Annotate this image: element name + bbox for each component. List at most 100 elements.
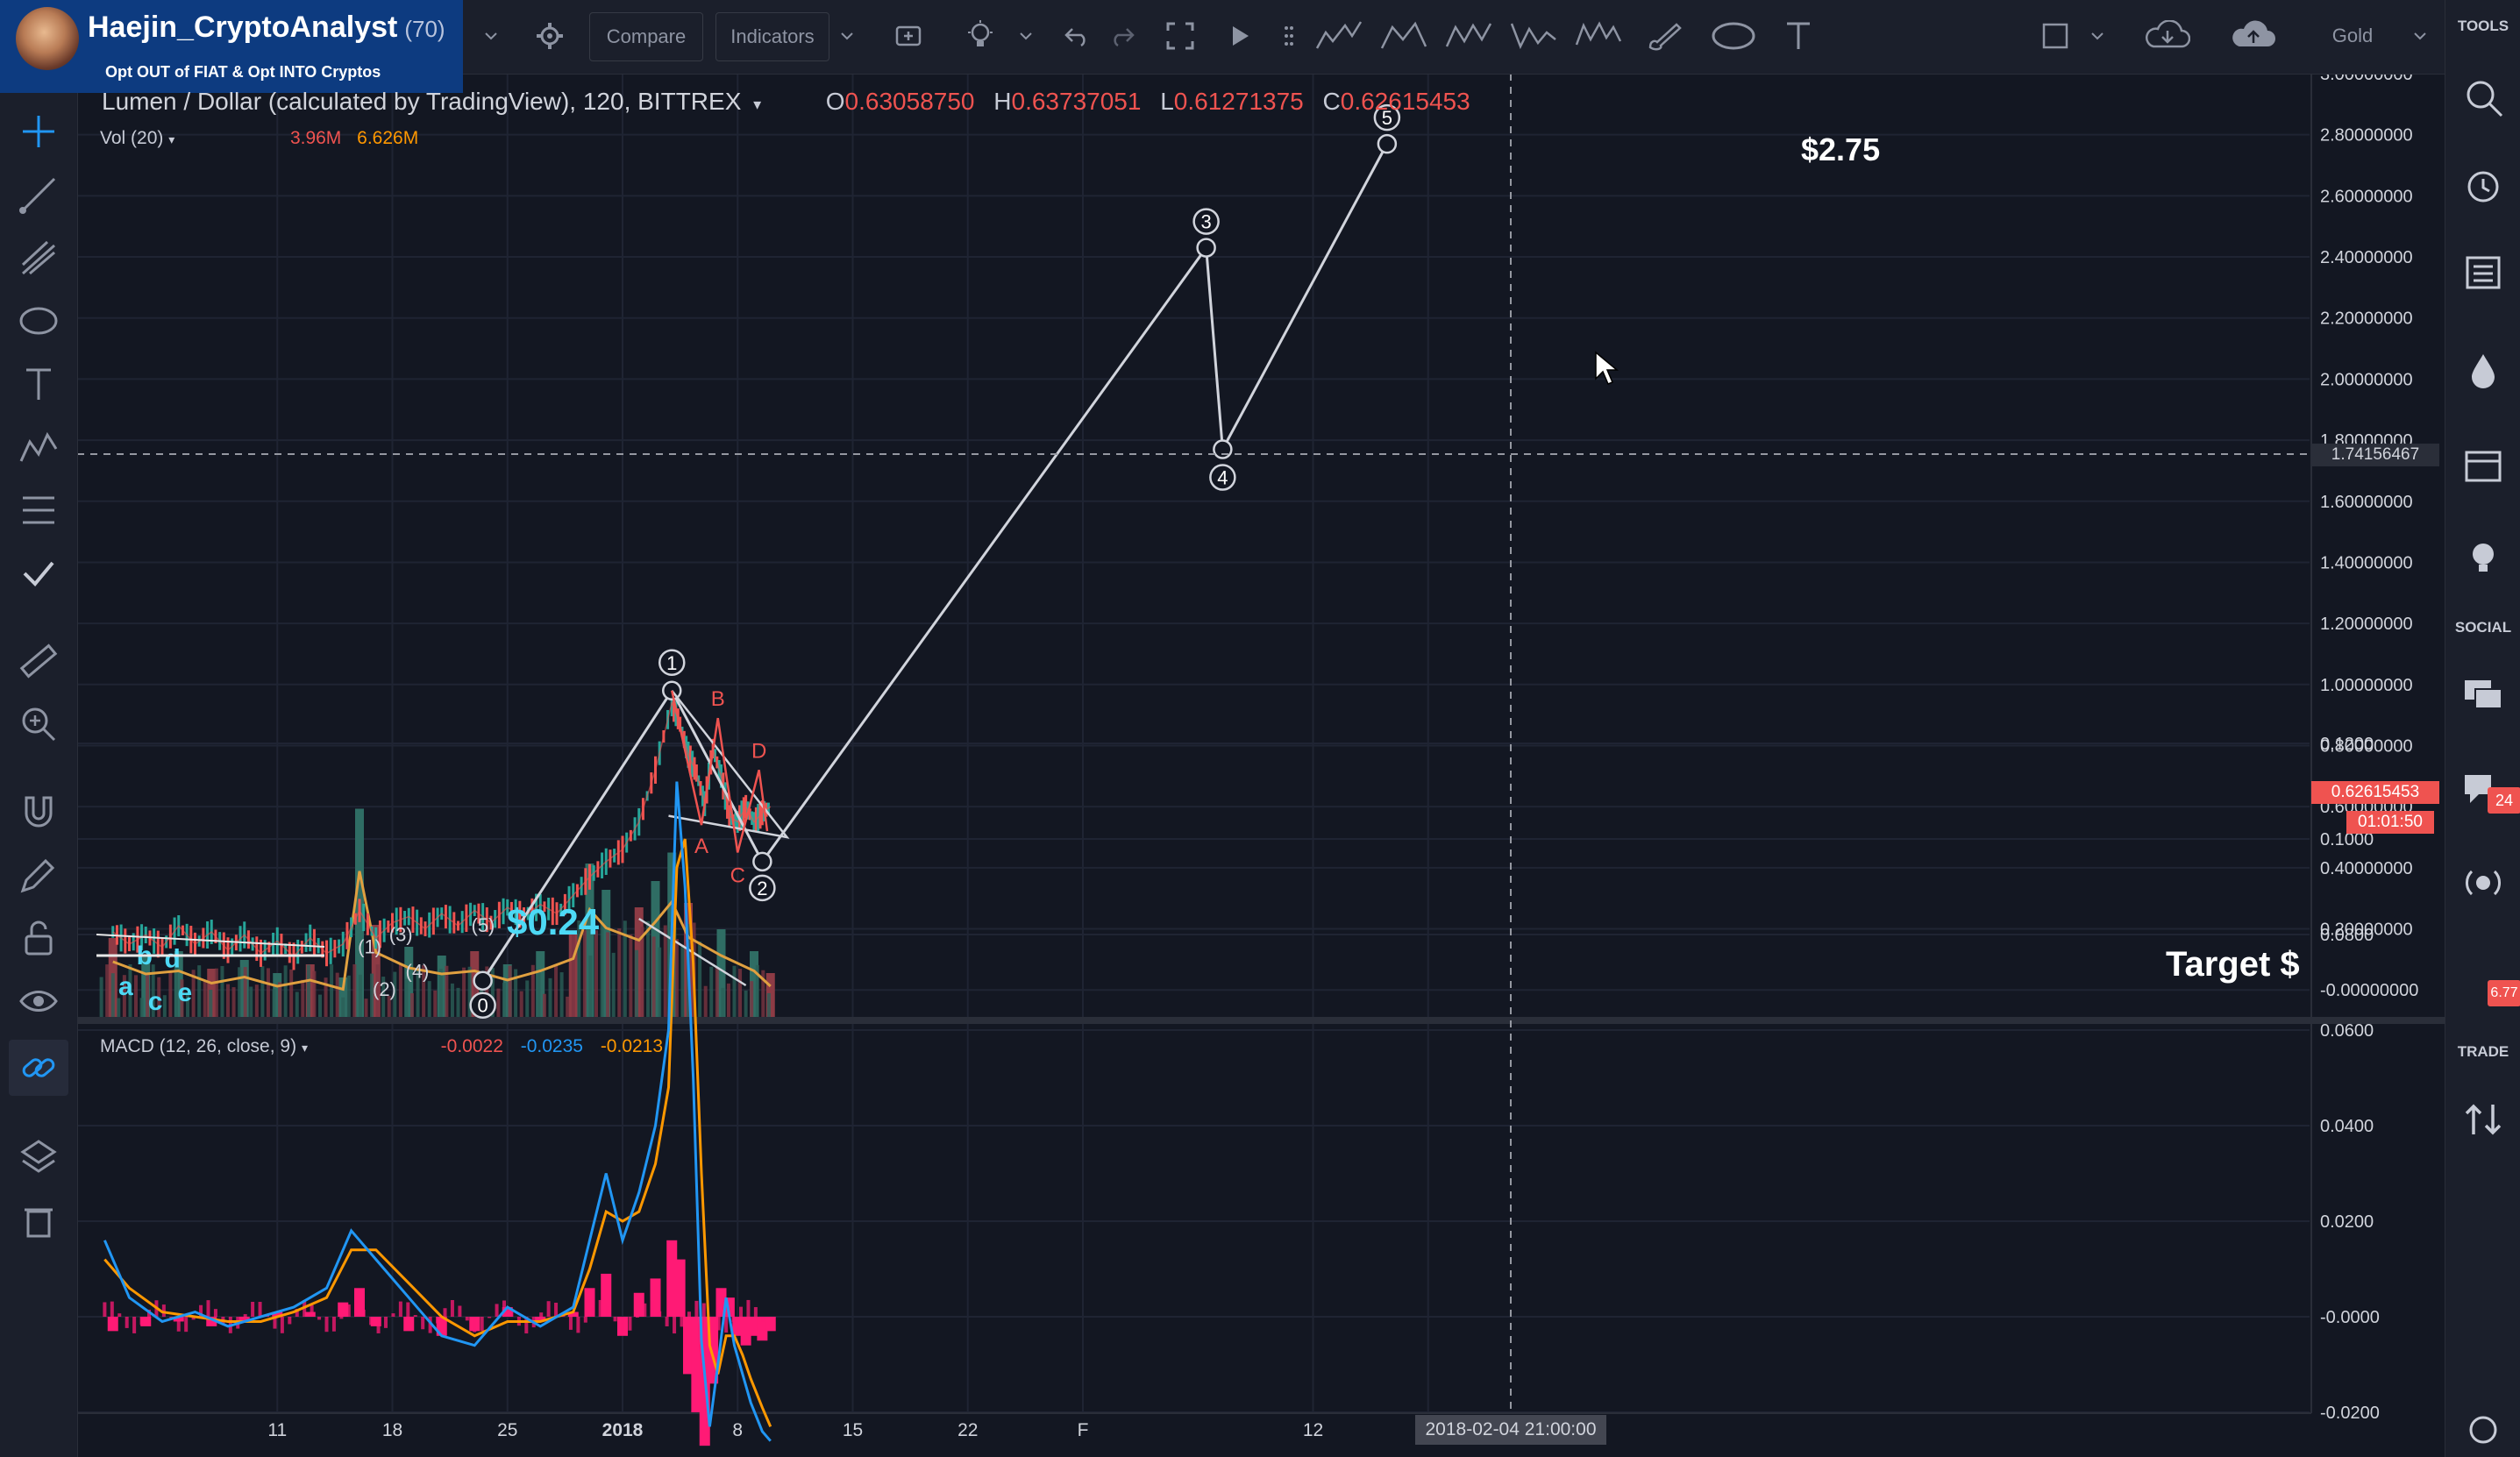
fibonacci-icon: [23, 496, 54, 524]
symbol-legend[interactable]: Lumen / Dollar (calculated by TradingVie…: [102, 88, 1470, 115]
volume-tick: [485, 966, 489, 1017]
wave-triangle-icon: [1510, 23, 1556, 50]
screener-button[interactable]: [2461, 75, 2505, 119]
idea-dropdown[interactable]: [1007, 12, 1045, 60]
measure-tool[interactable]: [18, 640, 60, 682]
compare-button[interactable]: Compare: [589, 12, 703, 61]
zoom-tool[interactable]: [18, 703, 60, 745]
chat-bubbles-icon: [2465, 680, 2502, 709]
wave-tool-12345[interactable]: [1312, 12, 1366, 60]
macd-histogram-tick: [524, 1317, 529, 1334]
alarm-clock-icon: [2467, 171, 2499, 203]
fib-tool[interactable]: [18, 489, 60, 531]
last-price-badge: 0.62615453: [2311, 781, 2439, 804]
macd-label[interactable]: MACD (12, 26, close, 9): [100, 1036, 297, 1056]
alert-button[interactable]: [886, 12, 935, 60]
undo-button[interactable]: [1054, 12, 1100, 60]
brush-tool[interactable]: [1640, 12, 1689, 60]
alerts-button[interactable]: [2461, 163, 2505, 207]
visibility-tool[interactable]: [18, 980, 60, 1022]
volume-bar-7: [338, 977, 348, 1017]
redo-button[interactable]: [1100, 12, 1145, 60]
text-tool[interactable]: [1775, 12, 1822, 60]
mouse-cursor-icon: [1595, 351, 1619, 385]
wave-tool-wxyxz[interactable]: [1571, 12, 1626, 60]
text-tool-left[interactable]: [18, 363, 60, 405]
price-tick-label: 1.40000000: [2320, 553, 2413, 572]
volume-label[interactable]: Vol (20): [100, 128, 164, 148]
volume-tick: [128, 964, 132, 1017]
calendar-button[interactable]: [2461, 444, 2505, 487]
crosshair-tool[interactable]: [18, 110, 60, 153]
trendline-tool[interactable]: [18, 174, 60, 216]
wave-point-3: [1196, 238, 1216, 258]
settings-button[interactable]: [524, 12, 575, 60]
volume-tick: [450, 983, 454, 1017]
private-chat-button[interactable]: [2461, 768, 2505, 812]
layout-dropdown[interactable]: [2080, 12, 2115, 60]
shape-tool[interactable]: [18, 300, 60, 342]
macd-histogram-tick: [746, 1299, 751, 1317]
bar-countdown-badge: 01:01:50: [2346, 811, 2434, 834]
crosshair-icon: [23, 116, 54, 147]
macd-histogram-tick: [443, 1308, 447, 1317]
trading-panel-button[interactable]: [2461, 1098, 2505, 1141]
fullscreen-button[interactable]: [1156, 12, 1205, 60]
ellipse-tool[interactable]: [1706, 12, 1761, 60]
wave-tool-triangle[interactable]: [1506, 12, 1561, 60]
object-tree-tool[interactable]: [18, 1136, 60, 1178]
volume-tick: [445, 965, 449, 1017]
volume-tick: [387, 996, 391, 1017]
chat-button[interactable]: [2461, 673, 2505, 717]
low-price-label[interactable]: $0.24: [507, 901, 600, 942]
pitchfork-tool[interactable]: [18, 237, 60, 279]
help-button[interactable]: [2461, 1408, 2505, 1452]
symbol-dropdown-button[interactable]: [472, 12, 510, 60]
macd-histogram-tick: [361, 1310, 366, 1317]
remove-drawings-tool[interactable]: [18, 1199, 60, 1241]
macd-tick-label: 0.1200: [2320, 735, 2374, 754]
watchlist-button[interactable]: [2461, 251, 2505, 295]
macd-histogram-tick: [324, 1317, 329, 1333]
lock-tool[interactable]: [18, 917, 60, 959]
abc-label-B: B: [711, 687, 725, 711]
sync-drawings-tool[interactable]: [9, 1040, 68, 1096]
price-tick-label: 0.80000000: [2320, 736, 2413, 756]
confirm-tool[interactable]: [18, 552, 60, 594]
grid-lines: [77, 73, 2445, 1414]
macd-legend[interactable]: MACD (12, 26, close, 9) ▾ -0.0022 -0.023…: [100, 1036, 664, 1056]
streams-button[interactable]: [2461, 861, 2505, 905]
abc-triangle: [668, 689, 790, 839]
magnet-tool[interactable]: [18, 791, 60, 833]
volume-tick: [674, 939, 679, 1017]
wave-tool-abc[interactable]: [1377, 12, 1431, 60]
idea-button[interactable]: [956, 12, 1005, 60]
range-line-high: [96, 934, 325, 948]
symbol-title[interactable]: Lumen / Dollar (calculated by TradingVie…: [102, 88, 742, 115]
data-window-button[interactable]: [2461, 349, 2505, 393]
save-chart-button[interactable]: [2224, 12, 2282, 60]
gear-icon: [537, 23, 563, 49]
indicators-dropdown[interactable]: [828, 12, 866, 60]
volume-legend[interactable]: Vol (20) ▾ 3.96M 6.626M: [100, 128, 419, 148]
layers-icon: [20, 1140, 57, 1173]
stay-drawing-tool[interactable]: [18, 854, 60, 896]
wave-projection-line: [481, 143, 1389, 982]
ideas-stream-button[interactable]: [2461, 537, 2505, 580]
theme-button[interactable]: Gold: [2331, 25, 2374, 46]
volume-tick: [174, 964, 178, 1017]
load-chart-button[interactable]: [2138, 12, 2196, 60]
indicators-button[interactable]: Indicators: [715, 12, 829, 61]
target-label[interactable]: Target $: [2166, 945, 2300, 984]
profile-slogan: Opt OUT of FIAT & Opt INTO Cryptos: [105, 63, 381, 81]
pattern-tool[interactable]: [18, 426, 60, 468]
replay-button[interactable]: [1217, 12, 1263, 60]
target-price-label[interactable]: $2.75: [1801, 131, 1881, 167]
theme-dropdown[interactable]: [2403, 12, 2438, 60]
social-section-label: SOCIAL: [2454, 619, 2512, 636]
layout-button[interactable]: [2032, 12, 2078, 60]
macd-histogram-tick: [258, 1302, 262, 1317]
drag-handle[interactable]: [1278, 12, 1299, 60]
wave-tool-wxy[interactable]: [1442, 12, 1496, 60]
